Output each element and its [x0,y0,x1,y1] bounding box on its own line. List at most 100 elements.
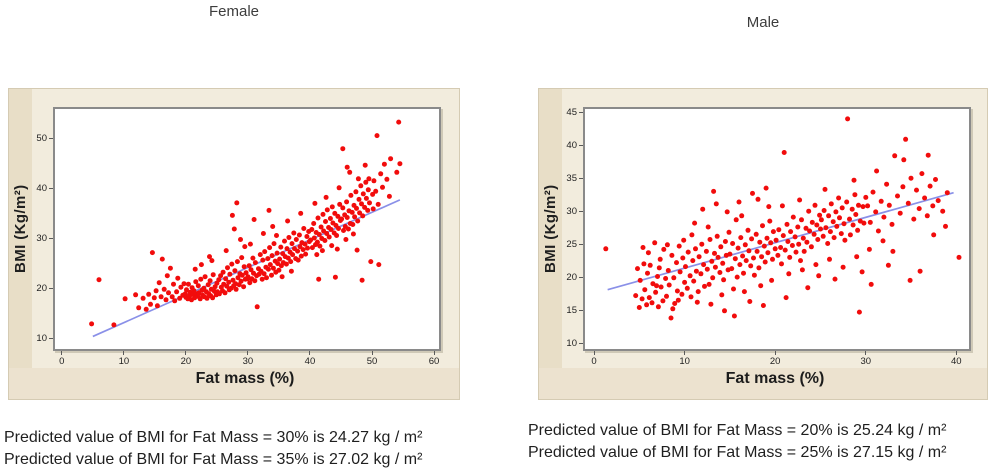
data-point [271,241,277,247]
y-tick-mark [579,244,583,246]
x-axis-label: Fat mass (%) [195,370,295,387]
data-point [350,222,356,227]
x-tick-mark [61,351,63,355]
data-point [797,197,803,203]
data-point [637,277,643,283]
data-point [198,276,204,282]
y-tick-mark [579,112,583,114]
data-point [808,244,814,250]
data-point [334,246,340,252]
panel-left-strip [539,89,562,399]
data-point [715,254,721,260]
data-point [828,201,834,207]
data-point [683,264,688,270]
data-point [845,116,851,122]
data-point [870,189,876,195]
data-point [711,188,717,194]
data-point [860,204,866,210]
data-point [260,231,266,236]
data-point [301,226,307,231]
y-tick-mark [579,343,583,345]
data-point [216,277,222,283]
data-point [209,258,215,264]
data-point [320,211,326,217]
data-point [354,247,360,253]
data-point [762,259,768,265]
data-point [707,237,713,242]
data-point [789,243,795,248]
data-point [309,227,315,232]
data-point [719,292,725,298]
data-point [931,232,937,238]
data-point [694,299,700,305]
data-point [229,261,235,267]
data-point [373,188,379,194]
data-point [820,233,826,239]
data-point [798,258,803,264]
data-point [205,282,211,288]
data-point [197,296,203,302]
data-point [284,246,290,252]
data-point [322,238,328,243]
data-point [745,227,751,233]
data-point [640,245,646,250]
data-point [174,289,180,295]
data-point [763,185,769,191]
data-point [192,266,198,272]
data-point [291,230,297,236]
x-tick-mark [309,351,311,355]
data-point [265,266,271,272]
data-point [892,153,898,159]
data-point [881,214,887,220]
data-point [218,273,224,279]
data-point [775,252,781,258]
data-point [259,276,265,282]
data-point [670,306,676,312]
data-point [712,250,717,256]
data-point [880,238,886,244]
data-point [232,268,238,274]
data-point [940,208,946,214]
data-point [687,273,693,279]
y-tick-mark [49,288,53,290]
data-point [916,206,922,212]
data-point [362,162,368,168]
data-point [171,281,176,287]
data-point [747,299,753,304]
data-point [816,273,822,279]
data-point [809,219,815,225]
data-point [201,285,207,291]
data-point [235,275,241,281]
data-point [823,225,829,231]
data-point [177,295,183,301]
y-tick-label: 30 [566,206,577,218]
data-point [768,240,774,246]
y-tick-label: 50 [36,132,47,144]
y-tick-mark [579,310,583,312]
panel-bottom-band [9,368,459,399]
data-point [750,190,755,196]
data-point [266,207,272,213]
data-point [340,146,346,152]
data-point [269,272,274,278]
x-axis-label: Fat mass (%) [725,370,825,387]
y-tick-label: 15 [566,305,577,317]
data-point [709,258,715,264]
data-point [397,161,403,167]
data-point [226,279,232,285]
data-point [919,171,925,177]
data-point [225,265,230,271]
data-point [246,263,252,269]
data-point [832,276,838,282]
data-point [735,245,741,251]
data-point [635,266,640,272]
data-point [826,213,832,219]
data-point [795,224,801,230]
data-point [633,293,639,299]
data-point [677,269,683,275]
data-point [653,289,659,295]
data-point [770,256,775,262]
data-point [847,216,852,222]
data-point [756,265,762,271]
x-tick-label: 0 [59,356,65,367]
